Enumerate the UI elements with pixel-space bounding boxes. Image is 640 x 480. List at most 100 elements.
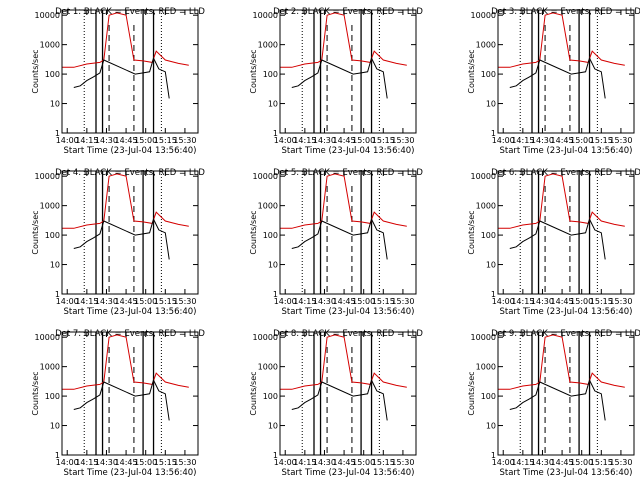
y-tick-label: 10000: [35, 172, 60, 181]
y-tick-label: 10000: [35, 11, 60, 20]
chart-title: Det 8: BLACK = Events, RED = LLD: [273, 329, 423, 339]
x-tick-label: 15:15: [372, 297, 395, 306]
series-events-line: [291, 217, 388, 260]
x-tick-label: 15:30: [173, 136, 196, 145]
y-tick-label: 100: [45, 231, 60, 240]
y-axis-label: Counts/sec: [249, 210, 258, 254]
y-tick-label: 100: [263, 392, 278, 401]
x-tick-label: 14:00: [274, 297, 297, 306]
plot-frame: [279, 170, 417, 295]
plot-frame: [497, 9, 635, 134]
chart-panel: 1 10 100 1000 10000 14:0014:1514:3014:4515:00…: [467, 329, 640, 478]
y-tick-label: 10: [268, 100, 278, 109]
series-events-line: [509, 378, 606, 421]
x-tick-label: 14:30: [531, 136, 554, 145]
x-axis-label: Start Time (23-Jul-04 13:56:40): [500, 307, 633, 317]
y-tick-label: 10: [268, 261, 278, 270]
series-events-line: [73, 378, 170, 421]
x-tick-label: 14:45: [551, 297, 574, 306]
x-tick-label: 15:00: [570, 458, 593, 467]
series-events-line: [291, 56, 388, 99]
x-tick-label: 15:00: [134, 297, 157, 306]
y-tick-label: 10: [486, 100, 496, 109]
y-tick-label: 1000: [476, 41, 496, 50]
x-tick-label: 15:15: [590, 136, 613, 145]
x-tick-label: 15:30: [609, 136, 632, 145]
x-tick-label: 15:30: [391, 297, 414, 306]
x-tick-label: 14:30: [313, 458, 336, 467]
series-events-line: [509, 217, 606, 260]
x-tick-label: 15:00: [570, 297, 593, 306]
x-tick-label: 14:15: [75, 297, 98, 306]
chart-panel: 1 10 100 1000 10000 14:0014:1514:3014:4515:00…: [249, 168, 423, 317]
y-axis-label: Counts/sec: [467, 210, 476, 254]
chart-panel: 1 10 100 1000 10000 14:0014:1514:3014:4515:00…: [31, 168, 205, 317]
series-events-line: [73, 217, 170, 260]
x-tick-label: 14:45: [115, 136, 138, 145]
x-axis-label: Start Time (23-Jul-04 13:56:40): [64, 468, 197, 478]
y-axis-label: Counts/sec: [467, 371, 476, 415]
y-tick-label: 1000: [258, 363, 278, 372]
chart-panel: 1 10 100 1000 10000 14:0014:1514:3014:4515:00…: [467, 168, 640, 317]
x-tick-label: 15:15: [372, 458, 395, 467]
x-tick-label: 14:30: [313, 297, 336, 306]
series-events-line: [73, 56, 170, 99]
y-tick-label: 1000: [258, 41, 278, 50]
x-axis-label: Start Time (23-Jul-04 13:56:40): [282, 146, 415, 156]
x-tick-label: 14:15: [75, 136, 98, 145]
chart-title: Det 4: BLACK = Events, RED = LLD: [55, 168, 205, 178]
plot-frame: [279, 331, 417, 456]
y-tick-label: 1000: [40, 363, 60, 372]
y-tick-label: 10000: [471, 11, 496, 20]
x-tick-label: 15:15: [590, 297, 613, 306]
x-tick-label: 14:15: [511, 136, 534, 145]
y-tick-label: 100: [481, 70, 496, 79]
series-lld-line: [62, 173, 189, 229]
y-tick-label: 100: [481, 231, 496, 240]
x-tick-label: 15:30: [609, 458, 632, 467]
x-tick-label: 14:45: [551, 136, 574, 145]
y-tick-label: 10000: [471, 172, 496, 181]
x-tick-label: 15:15: [590, 458, 613, 467]
x-tick-label: 14:00: [56, 458, 79, 467]
y-tick-label: 10: [50, 422, 60, 431]
chart-title: Det 6: BLACK = Events, RED = LLD: [491, 168, 640, 178]
x-tick-label: 14:15: [293, 458, 316, 467]
series-lld-line: [62, 12, 189, 68]
series-lld-line: [498, 173, 625, 229]
x-tick-label: 14:30: [95, 136, 118, 145]
y-tick-label: 10: [486, 422, 496, 431]
chart-panel: 1 10 100 1000 10000 14:0014:1514:3014:4515:00…: [467, 7, 640, 156]
y-tick-label: 1: [491, 290, 496, 299]
y-tick-label: 10000: [253, 11, 278, 20]
series-lld-line: [280, 173, 407, 229]
x-tick-label: 14:45: [115, 297, 138, 306]
x-tick-label: 15:15: [154, 136, 177, 145]
x-tick-label: 14:15: [293, 297, 316, 306]
x-tick-label: 15:15: [372, 136, 395, 145]
chart-title: Det 9: BLACK = Events, RED = LLD: [491, 329, 640, 339]
x-tick-label: 15:30: [173, 297, 196, 306]
series-events-line: [509, 56, 606, 99]
x-axis-label: Start Time (23-Jul-04 13:56:40): [500, 468, 633, 478]
x-axis-label: Start Time (23-Jul-04 13:56:40): [64, 307, 197, 317]
y-axis-label: Counts/sec: [467, 49, 476, 93]
chart-title: Det 2: BLACK = Events, RED = LLD: [273, 7, 423, 17]
x-tick-label: 14:45: [333, 458, 356, 467]
x-tick-label: 15:00: [134, 136, 157, 145]
x-tick-label: 14:00: [274, 458, 297, 467]
x-tick-label: 15:00: [352, 136, 375, 145]
x-axis-label: Start Time (23-Jul-04 13:56:40): [64, 146, 197, 156]
plot-frame: [61, 170, 199, 295]
x-tick-label: 15:30: [391, 458, 414, 467]
x-tick-label: 14:15: [511, 297, 534, 306]
series-lld-line: [498, 12, 625, 68]
y-tick-label: 1: [273, 451, 278, 460]
chart-panel: 1 10 100 1000 10000 14:0014:1514:3014:4515:00…: [249, 7, 423, 156]
plot-frame: [497, 331, 635, 456]
x-tick-label: 15:15: [154, 458, 177, 467]
series-lld-line: [62, 334, 189, 390]
x-tick-label: 15:30: [609, 297, 632, 306]
x-axis-label: Start Time (23-Jul-04 13:56:40): [282, 307, 415, 317]
